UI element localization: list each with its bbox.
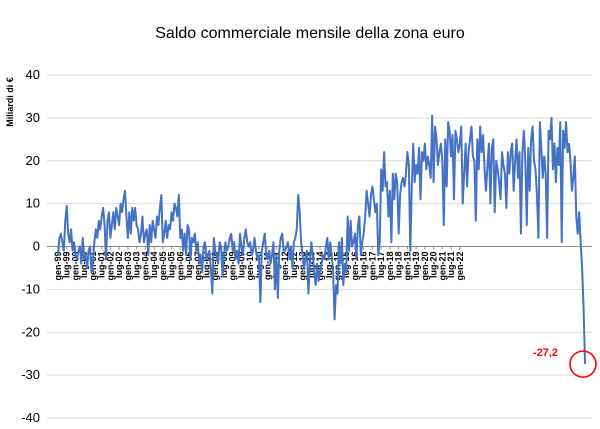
y-tick-label: -30 [21, 367, 40, 382]
y-tick-label: -40 [21, 410, 40, 425]
x-tick-label: lug-09 [236, 252, 246, 279]
x-tick-label: lug-02 [114, 252, 124, 279]
x-tick-label: gen-02 [105, 252, 115, 281]
x-tick-label: lug-16 [359, 252, 369, 279]
y-tick-label: 30 [26, 110, 40, 125]
x-tick-label: gen-22 [455, 252, 465, 281]
x-tick-label: lug-00 [79, 252, 89, 279]
x-tick-label: lug-14 [324, 252, 334, 279]
y-axis-label: Miliardi di € [5, 77, 15, 127]
x-tick-label: gen-00 [70, 252, 80, 281]
x-tick-label: gen-04 [140, 252, 150, 281]
x-tick-label: lug-99 [62, 252, 72, 279]
x-tick-label: gen-21 [437, 252, 447, 281]
x-tick-label: gen-08 [210, 252, 220, 281]
x-tick-label: gen-09 [228, 252, 238, 281]
x-tick-label: lug-07 [201, 252, 211, 279]
y-tick-label: 20 [26, 153, 40, 168]
x-tick-label: lug-12 [289, 252, 299, 279]
x-tick-label: lug-21 [446, 252, 456, 279]
x-tick-label: gen-05 [158, 252, 168, 281]
y-tick-label: 10 [26, 196, 40, 211]
x-tick-label: lug-05 [167, 252, 177, 279]
x-tick-label: lug-03 [132, 252, 142, 279]
x-tick-label: lug-19 [411, 252, 421, 279]
x-tick-label: gen-03 [123, 252, 133, 281]
chart-title: Saldo commerciale mensile della zona eur… [155, 25, 465, 42]
y-tick-label: 40 [26, 67, 40, 82]
series-line [57, 114, 586, 365]
x-tick-label: gen-99 [53, 252, 63, 281]
x-tick-label: lug-18 [394, 252, 404, 279]
x-tick-label: lug-06 [184, 252, 194, 279]
y-axis-ticks: 40 30 20 10 0 -10 -20 -30 -40 [21, 67, 40, 425]
x-tick-label: lug-17 [376, 252, 386, 279]
highlight-circle [569, 350, 597, 378]
x-tick-label: gen-18 [385, 252, 395, 281]
annotation-group: -27,2 [533, 347, 597, 378]
x-tick-label: lug-20 [429, 252, 439, 279]
gridlines [47, 74, 592, 419]
x-tick-label: lug-01 [97, 252, 107, 279]
data-series [57, 114, 586, 365]
x-tick-label: gen-10 [245, 252, 255, 281]
x-tick-label: gen-06 [175, 252, 185, 281]
x-tick-label: gen-20 [420, 252, 430, 281]
annotation-label: -27,2 [533, 347, 558, 359]
x-tick-label: gen-14 [315, 252, 325, 281]
y-tick-label: 0 [33, 239, 40, 254]
y-tick-label: -20 [21, 324, 40, 339]
y-tick-label: -10 [21, 281, 40, 296]
x-tick-label: gen-07 [193, 252, 203, 281]
x-tick-label: gen-13 [298, 252, 308, 281]
x-tick-label: lug-13 [306, 252, 316, 279]
x-tick-label: gen-11 [263, 252, 273, 281]
x-tick-label: gen-16 [350, 252, 360, 281]
x-tick-label: gen-17 [367, 252, 377, 281]
x-tick-label: gen-12 [280, 252, 290, 281]
x-tick-label: gen-19 [402, 252, 412, 281]
x-tick-label: lug-04 [149, 252, 159, 279]
